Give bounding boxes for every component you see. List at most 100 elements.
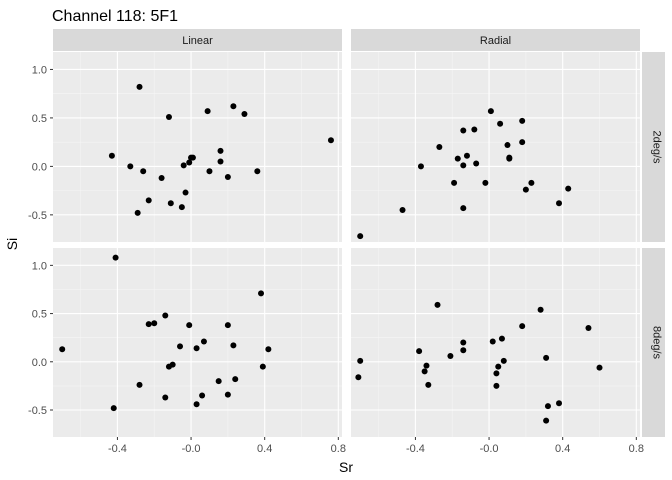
data-point: [506, 154, 513, 161]
data-point: [556, 200, 563, 207]
data-point: [127, 163, 134, 170]
data-point: [204, 108, 211, 115]
data-point: [504, 142, 511, 149]
data-point: [497, 120, 504, 127]
x-tick-label: -0.0: [480, 443, 499, 455]
data-point: [200, 338, 207, 345]
data-point: [140, 168, 147, 175]
data-point: [556, 400, 563, 407]
x-axis-title: Sr: [339, 459, 353, 475]
y-tick-label: 0.0: [32, 161, 47, 173]
data-point: [460, 127, 467, 134]
strip-top-linear: [53, 29, 342, 51]
data-point: [224, 174, 231, 181]
data-point: [178, 204, 185, 211]
y-tick-label: -0.5: [28, 405, 47, 417]
panel-linear-2deg-s: [53, 52, 342, 242]
data-point: [241, 111, 248, 118]
y-tick-label: 1.0: [32, 64, 47, 76]
data-point: [447, 353, 454, 359]
data-point: [543, 354, 550, 361]
data-point: [473, 160, 480, 167]
data-point: [162, 394, 169, 401]
data-point: [265, 346, 272, 353]
panel-radial-8deg-s: [351, 248, 640, 437]
data-point: [493, 382, 500, 389]
panel-background: [53, 248, 342, 437]
data-point: [493, 370, 500, 377]
strip-label-linear: Linear: [182, 35, 213, 47]
data-point: [357, 233, 364, 240]
data-point: [495, 363, 502, 370]
data-point: [180, 162, 187, 169]
panel-layer: [53, 52, 640, 437]
data-point: [460, 205, 467, 212]
data-point: [136, 381, 143, 388]
x-tick-label: 0.4: [555, 443, 570, 455]
data-point: [167, 200, 174, 207]
data-point: [436, 144, 443, 150]
data-point: [134, 209, 141, 216]
y-tick-label: 0.5: [32, 113, 47, 125]
data-point: [543, 417, 550, 424]
data-point: [357, 357, 364, 364]
data-point: [230, 103, 237, 110]
data-point: [217, 147, 224, 154]
x-tick-label: -0.0: [182, 443, 201, 455]
data-point: [460, 347, 467, 354]
data-point: [158, 175, 165, 182]
data-point: [519, 117, 526, 124]
data-point: [177, 343, 184, 350]
data-point: [217, 158, 224, 165]
strip-label-2deg: 2deg/s: [651, 130, 663, 164]
data-point: [544, 403, 551, 410]
data-point: [489, 338, 496, 345]
data-point: [110, 405, 117, 412]
data-point: [206, 168, 213, 175]
axis-layer: -0.4 -0.0 0.4 0.8 -0.4 -0.0 0.4 0.8 -0.5 0.0 0.5 1.…: [28, 64, 644, 455]
data-point: [165, 363, 172, 370]
data-point: [186, 159, 193, 166]
y-tick-label: 0.0: [32, 357, 47, 369]
panel-radial-2deg-s: [351, 52, 640, 242]
data-point: [199, 392, 206, 399]
y-tick-label: -0.5: [28, 210, 47, 222]
data-point: [417, 163, 424, 170]
data-point: [471, 126, 478, 133]
y-axis-title: Si: [4, 238, 20, 250]
panel-background: [53, 52, 342, 242]
data-point: [565, 185, 572, 192]
data-point: [59, 346, 66, 353]
strip-right-8deg: [642, 248, 665, 437]
data-point: [189, 154, 196, 161]
data-point: [487, 108, 494, 115]
x-tick-label: -0.4: [108, 443, 127, 455]
strip-layer: Linear Radial 2deg/s 8deg/s: [53, 29, 665, 437]
data-point: [145, 321, 152, 328]
data-point: [425, 381, 432, 388]
data-point: [355, 374, 362, 381]
data-point: [136, 83, 143, 90]
x-tick-label: 0.8: [629, 443, 644, 455]
y-tick-label: 0.5: [32, 309, 47, 321]
data-point: [224, 391, 231, 398]
strip-right-2deg: [642, 52, 665, 242]
data-point: [460, 162, 467, 169]
data-point: [522, 186, 529, 193]
data-point: [165, 113, 172, 120]
strip-label-radial: Radial: [480, 35, 511, 47]
data-point: [460, 339, 467, 346]
data-point: [327, 137, 334, 144]
x-tick-label: 0.4: [257, 443, 272, 455]
data-point: [182, 189, 189, 196]
data-point: [500, 357, 507, 364]
data-point: [162, 312, 169, 319]
strip-top-radial: [351, 29, 640, 51]
data-point: [232, 376, 239, 383]
data-point: [463, 152, 470, 159]
data-point: [528, 179, 535, 186]
chart-title: Channel 118: 5F1: [52, 8, 178, 25]
data-point: [585, 325, 592, 332]
data-point: [193, 401, 200, 408]
strip-label-8deg: 8deg/s: [651, 326, 663, 360]
